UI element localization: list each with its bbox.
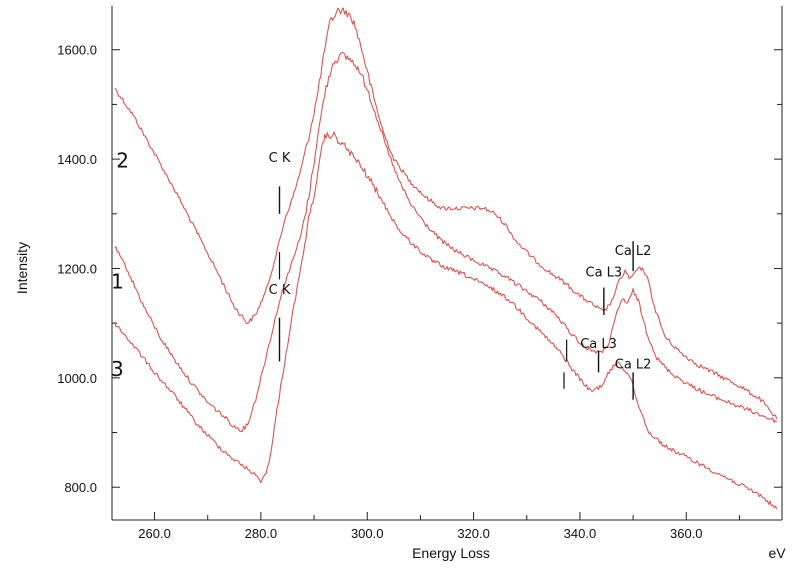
- series-number-label: 1: [111, 270, 124, 294]
- edge-annotation-label: Ca L2: [615, 358, 652, 373]
- x-tick-label: 280.0: [245, 526, 278, 541]
- x-tick-label: 300.0: [351, 526, 384, 541]
- spectrum-line-1: [114, 51, 778, 433]
- y-tick-label: 1000.0: [57, 371, 97, 386]
- series-number-label: 2: [116, 148, 129, 172]
- spectrum-line-2: [114, 7, 778, 419]
- y-tick-label: 1200.0: [57, 261, 97, 276]
- edge-annotation-label: Ca L3: [580, 337, 617, 352]
- series-lines: [114, 7, 778, 510]
- y-tick-label: 1400.0: [57, 152, 97, 167]
- edge-markers: [278, 186, 634, 400]
- edge-annotation-label: Ca L3: [586, 266, 623, 281]
- x-axis-unit: eV: [768, 545, 786, 561]
- chart-labels: C K C K Ca L3 Ca L2 Ca L3 Ca L2 2 1 3: [111, 148, 652, 381]
- spectrum-line-3: [114, 131, 778, 510]
- x-tick-label: 260.0: [138, 526, 171, 541]
- axes: 800.0 1000.0 1200.0 1400.0 1600.0 260.0 280.0 3…: [57, 6, 783, 541]
- series-number-label: 3: [111, 357, 124, 381]
- edge-annotation-label: C K: [269, 283, 291, 298]
- x-tick-label: 360.0: [670, 526, 703, 541]
- edge-annotation-label: Ca L2: [615, 244, 652, 259]
- x-tick-label: 340.0: [564, 526, 597, 541]
- edge-annotation-label: C K: [269, 151, 291, 166]
- y-axis-title: Intensity: [14, 242, 30, 294]
- y-tick-label: 800.0: [64, 480, 97, 495]
- x-axis-title: Energy Loss: [412, 545, 490, 561]
- x-tick-label: 320.0: [457, 526, 490, 541]
- y-tick-label: 1600.0: [57, 43, 97, 58]
